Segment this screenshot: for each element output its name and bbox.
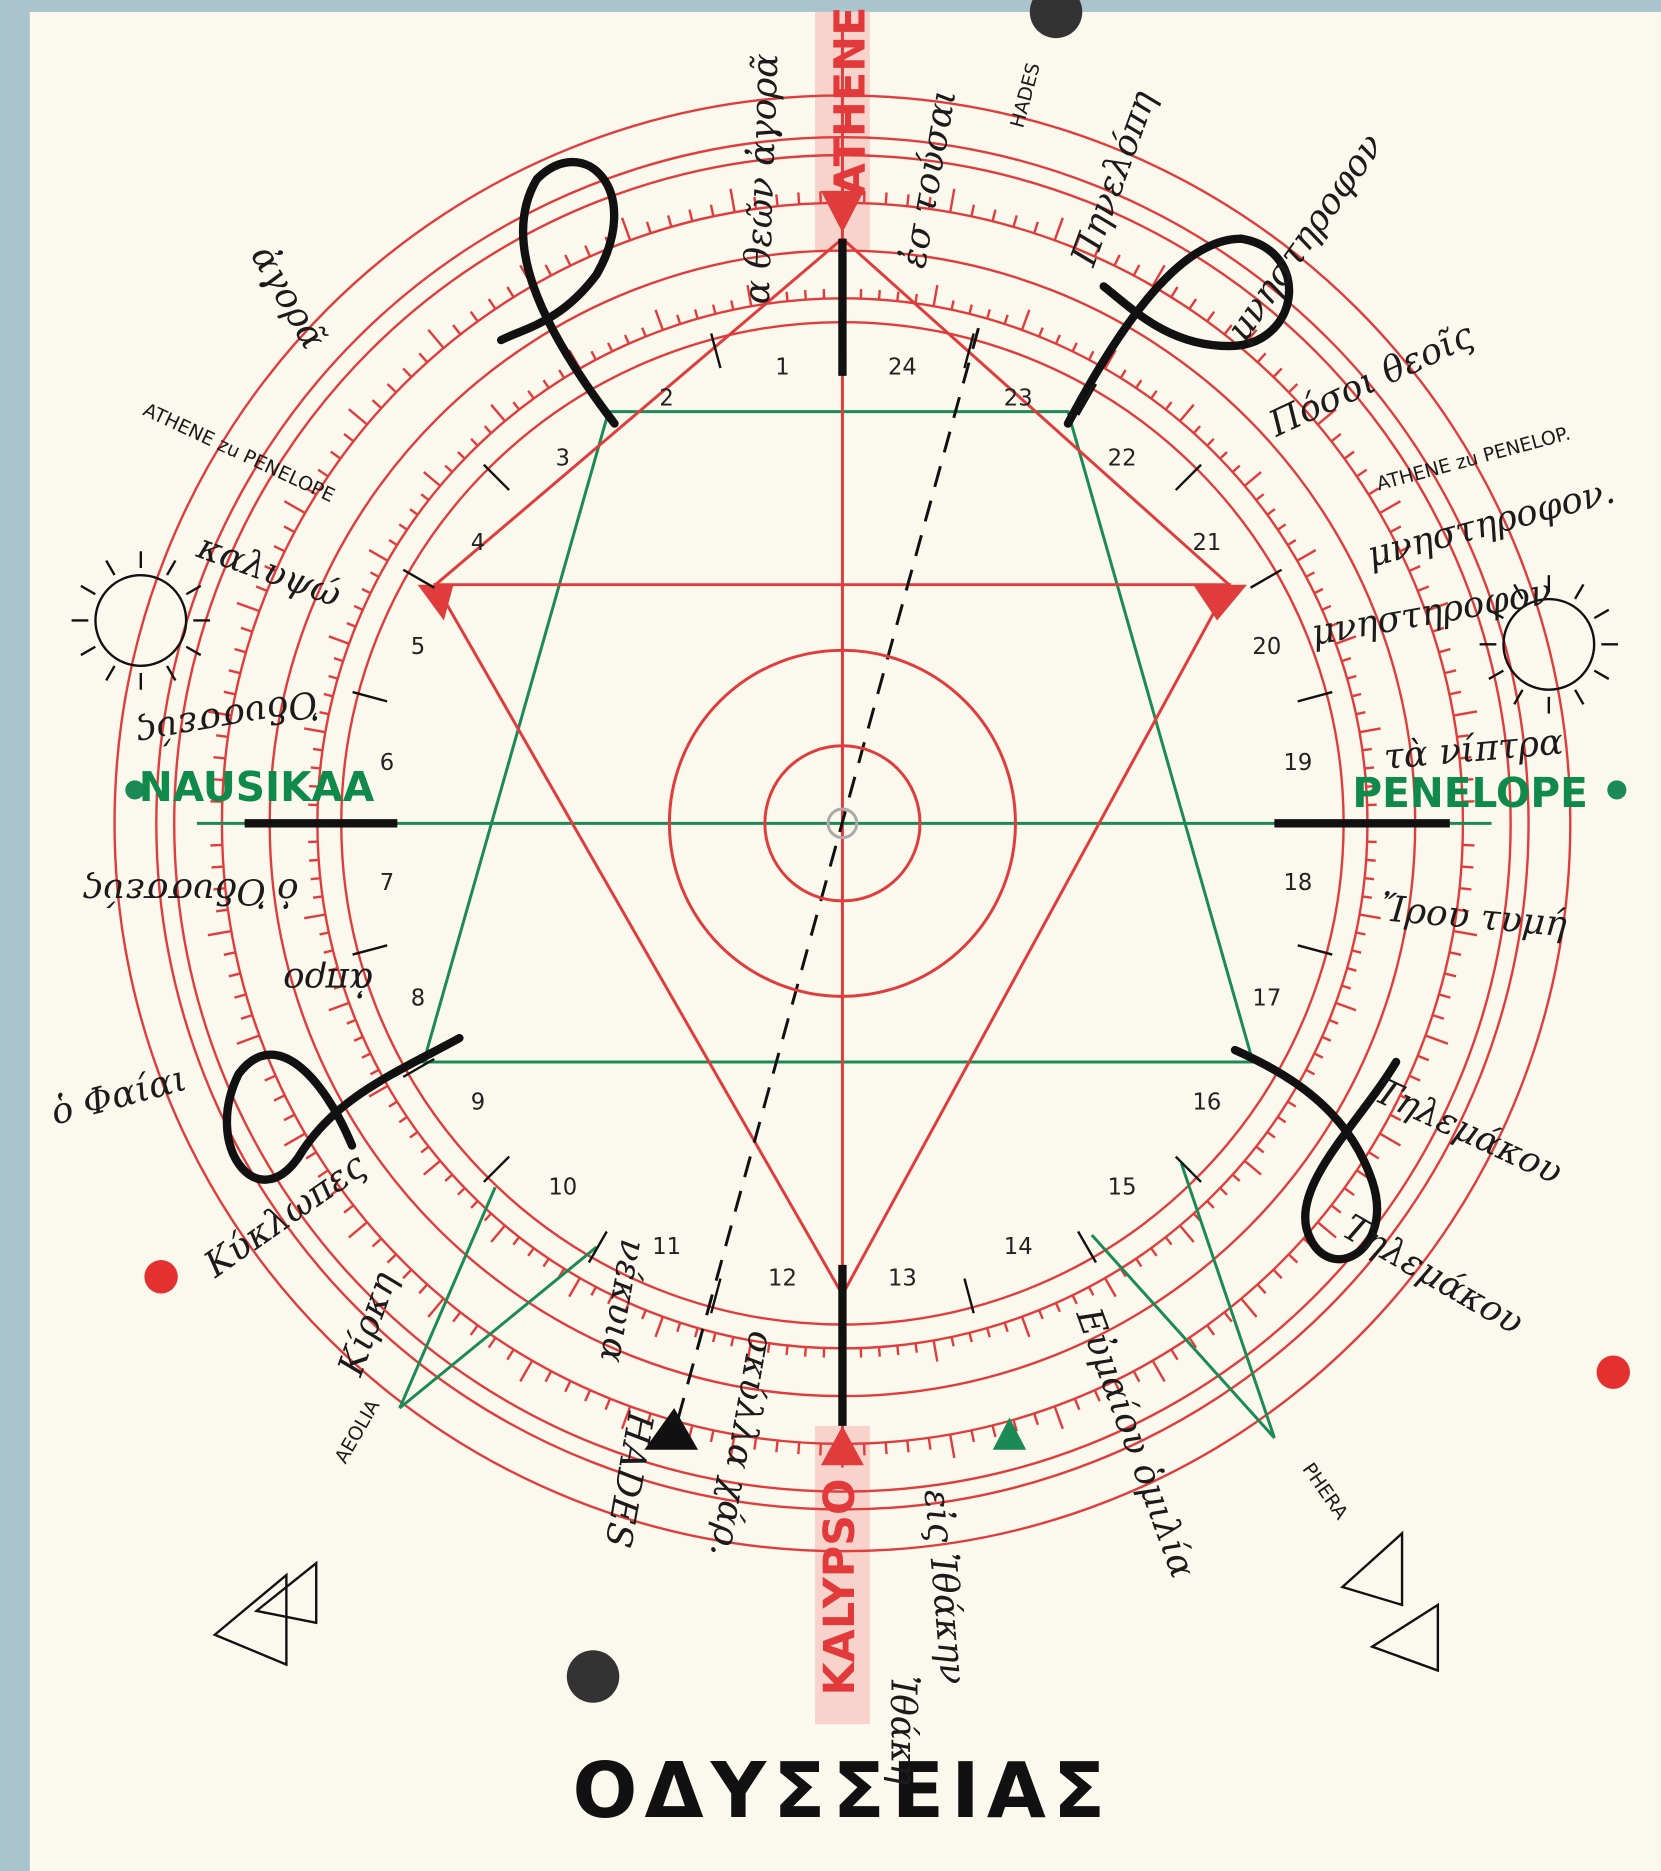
hour-number: 4 [471,530,485,556]
diagram: ΟΔΥΣΣΕΙΑΣ 123456789101112131415161718192… [0,0,1661,1871]
scale-tick [313,896,322,897]
scale-tick [879,1347,880,1357]
hour-number: 20 [1252,634,1281,660]
scale-tick [1365,878,1374,879]
hour-number: 15 [1108,1174,1137,1200]
scale-tick [916,1343,917,1352]
scale-tick [309,860,319,861]
scale-tick [929,1438,931,1450]
hour-number: 23 [1004,385,1033,411]
scale-tick [886,192,887,204]
scale-tick [805,290,806,300]
hour-number: 22 [1108,445,1137,471]
hour-number: 9 [471,1089,485,1115]
scale-tick [897,292,898,301]
scale-tick [313,749,322,750]
scale-tick [916,294,917,303]
scale-tick [213,757,225,758]
scale-tick [897,1345,898,1354]
scale-tick [798,1442,799,1454]
annotation: ὁ Ὀδυσσεύς [82,870,298,911]
hour-number: 6 [380,750,394,776]
hour-number: 24 [888,354,917,380]
page: {"title": "ΟΔΥΣΣΕΙΑΣ", "hour_numbers": [… [0,0,1661,1871]
hour-number: 17 [1252,986,1281,1012]
scale-tick [787,292,788,301]
scale-tick [1461,867,1473,868]
scale-tick [311,878,320,879]
scale-tick [776,1440,777,1452]
hour-number: 10 [548,1174,577,1200]
hades-disk [567,1650,620,1703]
hour-number: 18 [1283,870,1312,896]
annotation: Ἰθάκη [882,1676,923,1786]
scale-tick [1366,860,1376,861]
scale-tick [886,1442,887,1454]
scale-tick [798,192,799,204]
dot [1607,780,1626,799]
annotation: α θεῶν ἀγορᾶ [737,53,787,305]
hour-number: 3 [556,445,570,471]
pole-label: NAUSIKAA [139,763,375,811]
pole-label: ATHENE [826,7,876,197]
hour-number: 21 [1192,530,1221,556]
scale-tick [212,867,224,868]
annotation: ἀπρο [283,960,373,1001]
hour-number: 16 [1192,1089,1221,1115]
dot [144,1260,177,1293]
scale-tick [1460,888,1472,889]
hour-number: 19 [1283,750,1312,776]
scale-tick [787,1345,788,1354]
title: ΟΔΥΣΣΕΙΑΣ [572,1747,1112,1836]
hour-number: 12 [768,1265,797,1291]
scale-tick [1362,896,1371,897]
hour-number: 1 [775,354,789,380]
scale-tick [805,1347,806,1357]
hour-number: 5 [411,634,425,660]
scale-tick [907,1440,908,1452]
hour-number: 13 [888,1265,917,1291]
scale-tick [879,290,880,300]
hour-number: 7 [380,870,394,896]
hour-number: 8 [411,986,425,1012]
scale-tick [1362,749,1371,750]
hour-number: 14 [1004,1234,1033,1260]
dot [1597,1356,1630,1389]
pole-label: KALYPSO [815,1478,865,1695]
hour-number: 2 [659,385,673,411]
hour-number: 11 [652,1234,681,1260]
